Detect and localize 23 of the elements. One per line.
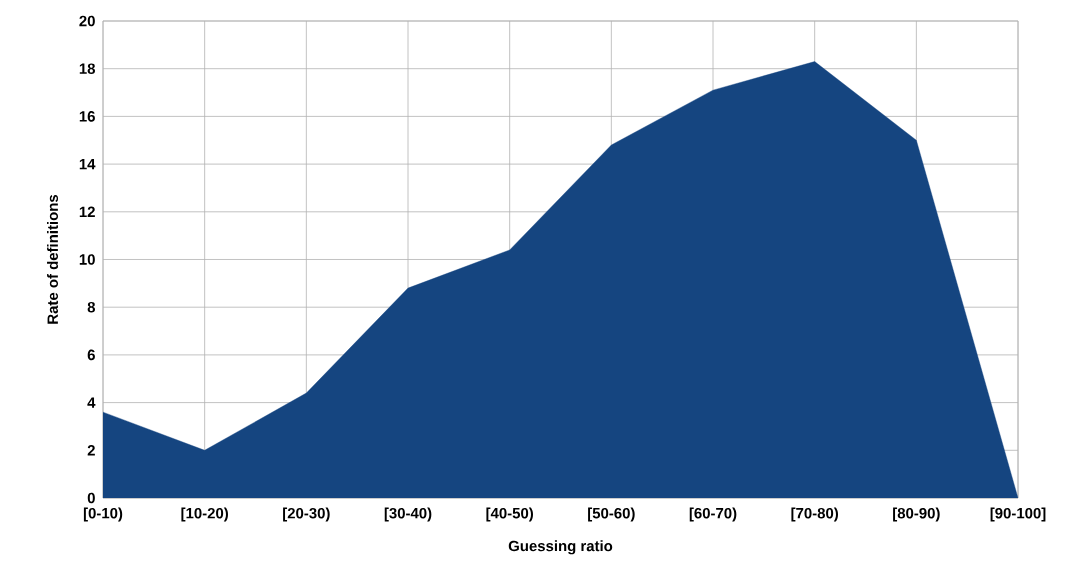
y-tick-label: 16 — [79, 111, 95, 122]
y-tick-label: 4 — [87, 397, 96, 408]
x-tick-label: [30-40) — [384, 507, 432, 522]
x-axis-title: Guessing ratio — [508, 540, 613, 555]
x-tick-label: [10-20) — [181, 507, 228, 522]
x-tick-label: [50-60) — [588, 507, 635, 522]
y-tick-label: 12 — [79, 206, 95, 218]
x-tick-label: [0-10) — [83, 507, 123, 522]
y-tick-label: 8 — [87, 301, 96, 313]
x-tick-label: [70-80) — [791, 507, 839, 522]
y-tick-label: 10 — [79, 254, 95, 265]
y-tick-label: 6 — [87, 349, 95, 361]
x-tick-label: [90-100] — [990, 507, 1046, 522]
y-tick-label: 0 — [87, 492, 95, 504]
y-tick-label: 14 — [79, 158, 96, 170]
y-tick-label: 20 — [79, 15, 95, 27]
y-tick-label: 18 — [79, 63, 96, 74]
x-tick-label: [20-30) — [283, 507, 330, 522]
x-tick-label: [60-70) — [689, 507, 737, 522]
y-tick-label: 2 — [87, 445, 95, 456]
x-tick-label: [80-90) — [893, 507, 940, 522]
y-axis-title: Rate of definitions — [47, 194, 59, 324]
x-tick-label: [40-50) — [486, 507, 534, 522]
